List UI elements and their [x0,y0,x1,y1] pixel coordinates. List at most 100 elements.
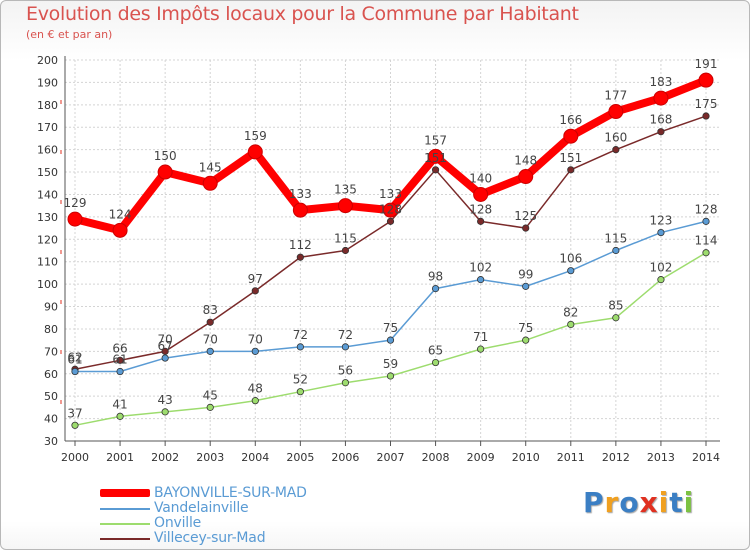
x-tick-label: 2013 [647,451,675,464]
data-label: 70 [203,332,218,346]
data-point [67,211,83,227]
data-point [296,343,304,351]
data-point [653,90,669,106]
x-tick-label: 2003 [196,451,224,464]
x-tick-label: 2011 [557,451,585,464]
data-point [386,372,395,380]
data-label: 67 [158,339,173,353]
legend-label-villecey: Villecey-sur-Mad [154,530,266,546]
data-point [702,249,710,257]
legend-swatch-villecey [100,538,150,540]
data-label: 75 [383,321,398,335]
logo-letter: i [683,486,695,519]
y-tick-label: 140 [37,188,58,201]
data-label: 148 [514,154,537,168]
logo-letter: t [669,486,684,519]
data-point [341,246,350,255]
data-label: 128 [379,202,402,216]
data-label: 124 [109,207,132,221]
logo-letter: P [583,486,605,519]
data-point [386,217,395,225]
data-label: 43 [158,393,173,407]
data-label: 102 [649,261,672,275]
data-point [702,217,710,225]
y-tick-label: 70 [44,345,58,358]
data-point [431,166,440,174]
logo-letter: r [604,486,620,519]
data-label: 72 [293,328,308,342]
data-point [116,356,124,364]
data-label: 133 [379,187,402,201]
data-label: 135 [334,183,357,197]
legend-swatch-vandelainville [100,508,150,510]
x-tick-label: 2014 [692,451,720,464]
legend-item-onville: Onville [100,515,400,531]
data-label: 70 [158,332,173,346]
data-label: 106 [559,252,582,266]
data-label: 151 [424,151,447,165]
data-point [251,347,259,355]
data-point [116,412,124,420]
data-point [157,164,173,180]
data-point [296,253,304,261]
data-point [702,112,710,120]
y-tick-label: 180 [37,99,58,112]
legend-swatch-bayonville [100,489,150,497]
data-point [206,347,214,355]
y-tick-label: 50 [44,390,58,403]
x-tick-label: 2005 [286,451,314,464]
data-label: 175 [695,97,718,111]
logo-letter: i [658,486,670,519]
data-point [206,403,214,411]
y-tick-label: 200 [37,54,58,67]
data-label: 133 [289,187,312,201]
data-label: 82 [563,305,578,319]
y-tick-label: 150 [37,166,58,179]
data-label: 112 [289,238,312,252]
data-label: 75 [518,321,533,335]
data-label: 61 [112,353,127,367]
data-label: 129 [64,196,87,210]
data-point [431,284,440,293]
data-label: 115 [604,232,627,246]
data-point [71,421,79,429]
data-point [383,202,398,218]
logo-letter: o [619,486,640,519]
data-label: 85 [608,299,623,313]
y-tick-label: 90 [44,301,58,314]
data-label: 145 [199,160,222,174]
data-label: 59 [383,357,398,371]
data-point [518,169,534,185]
data-point [292,202,308,218]
data-point [657,128,665,136]
data-point [251,397,259,405]
data-point [341,343,350,351]
data-label: 128 [695,202,718,216]
data-label: 114 [695,234,718,248]
data-label: 123 [649,214,672,228]
data-point [567,166,575,174]
legend: BAYONVILLE-SUR-MAD Vandelainville Onvill… [100,485,400,546]
data-label: 48 [248,382,263,396]
data-label: 52 [293,373,308,387]
chart-subtitle: (en € et par an) [26,28,113,41]
data-point [161,408,169,416]
data-point [247,144,263,160]
data-label: 66 [112,341,127,355]
data-point [608,104,624,120]
data-label: 128 [469,202,492,216]
data-point [612,246,620,255]
legend-item-bayonville: BAYONVILLE-SUR-MAD [100,485,400,501]
data-point [337,198,353,214]
legend-item-vandelainville: Vandelainville [100,500,400,516]
data-point [206,318,214,326]
y-tick-label: 100 [37,278,58,291]
data-point [71,367,79,376]
x-tick-label: 2008 [422,451,450,464]
data-point [386,336,395,344]
data-label: 98 [428,270,443,284]
data-label: 41 [112,397,127,411]
x-tick-label: 2006 [331,451,359,464]
data-label: 166 [559,113,582,127]
data-label: 159 [244,129,267,143]
